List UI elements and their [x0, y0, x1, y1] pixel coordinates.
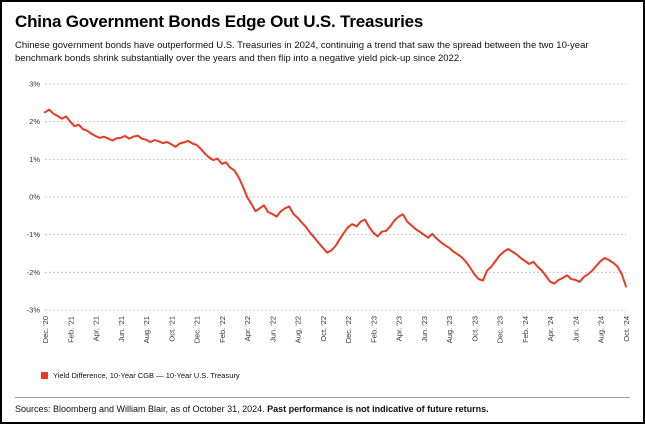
x-tick-label: Jun. '22 — [268, 316, 277, 342]
y-tick-label: 3% — [29, 79, 40, 88]
x-tick-label: Jun. '21 — [117, 316, 126, 342]
x-tick-label: Oct. '21 — [167, 316, 176, 342]
x-tick-label: Aug. '22 — [294, 316, 303, 343]
x-tick-label: Apr. '23 — [395, 316, 404, 341]
x-tick-label: Apr. '22 — [243, 316, 252, 341]
legend-label: Yield Difference, 10-Year CGB — 10-Year … — [53, 370, 240, 380]
x-tick-label: Feb. '21 — [66, 316, 75, 343]
y-tick-label: 2% — [29, 117, 40, 126]
yield-difference-line — [44, 108, 627, 288]
legend-color-swatch — [41, 371, 48, 379]
y-tick-label: -3% — [27, 305, 41, 314]
page-title: China Government Bonds Edge Out U.S. Tre… — [15, 12, 424, 31]
x-tick-label: Aug. '24 — [597, 316, 606, 343]
chart-subtitle: Chinese government bonds have outperform… — [15, 40, 589, 65]
x-tick-label: Feb. '22 — [218, 316, 227, 343]
y-tick-label: -2% — [27, 267, 41, 276]
y-tick-label: 1% — [29, 154, 40, 163]
yield-spread-chart: 3% 2% 1% 0% -1% -2% -3% Dec. '20 Feb. '21 Apr. '2… — [15, 76, 631, 369]
x-tick-label: Dec. '22 — [344, 316, 353, 343]
x-tick-label: Feb. '24 — [521, 316, 530, 343]
x-tick-label: Apr. '21 — [92, 316, 101, 341]
x-tick-label: Jun. '24 — [571, 316, 580, 342]
x-tick-label: Aug. '21 — [142, 316, 151, 343]
x-tick-label: Dec. '20 — [41, 316, 50, 343]
x-tick-label: Apr. '24 — [546, 316, 555, 341]
x-tick-label: Oct. '23 — [470, 316, 479, 342]
disclaimer-text: Past performance is not indicative of fu… — [267, 404, 489, 414]
y-tick-label: 0% — [29, 192, 40, 201]
x-tick-label: Feb. '23 — [369, 316, 378, 343]
chart-canvas: 3% 2% 1% 0% -1% -2% -3%Dec. '20 Feb. '21 Apr. '2… — [27, 79, 631, 343]
x-tick-label: Dec. '21 — [193, 316, 202, 343]
x-tick-label: Dec. '23 — [496, 316, 505, 343]
x-tick-label: Jun. '23 — [420, 316, 429, 342]
source-footer: Sources: Bloomberg and William Blair, as… — [15, 397, 630, 414]
x-tick-label: Aug. '23 — [445, 316, 454, 343]
chart-legend: Yield Difference, 10-Year CGB — 10-Year … — [41, 371, 630, 380]
sources-text: Sources: Bloomberg and William Blair, as… — [15, 404, 265, 414]
y-tick-label: -1% — [27, 230, 41, 239]
x-tick-label: Oct. '22 — [319, 316, 328, 342]
x-tick-label: Oct. '24 — [622, 316, 631, 342]
